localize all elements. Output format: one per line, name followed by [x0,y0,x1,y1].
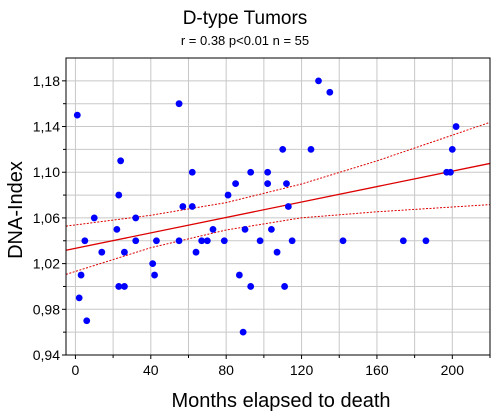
y-tick-label: 0,98 [33,301,60,317]
data-point [307,145,315,153]
data-point [315,77,322,85]
data-point [115,191,123,199]
chart-subtitle: r = 0.38 p<0.01 n = 55 [181,33,309,48]
data-point [117,157,125,165]
data-point [179,203,187,210]
data-point [153,237,160,245]
data-point [175,237,183,245]
y-tick-label: 1,06 [33,210,60,226]
data-point [283,180,290,188]
data-point [279,145,287,153]
regression-line [65,162,491,251]
data-point [247,168,255,176]
data-point [121,283,128,290]
data-point [339,237,347,245]
data-point [77,271,85,279]
data-point [239,328,247,336]
x-tick-label: 0 [72,362,80,378]
confidence-band-upper [65,121,491,227]
y-tick-label: 1,14 [33,119,60,135]
data-point [198,237,206,245]
data-point [113,225,121,233]
data-point [224,191,232,199]
x-tick-label: 40 [143,362,159,378]
data-point [264,168,272,176]
data-point [448,145,456,153]
y-tick-label: 1,02 [33,256,60,272]
data-point [256,237,264,245]
data-point [422,237,430,245]
data-point [151,271,158,279]
x-tick-label: 80 [218,362,234,378]
data-point [149,260,157,268]
data-point [264,180,272,188]
data-point [203,237,211,245]
data-point [268,225,275,233]
data-point [288,237,296,245]
data-point [115,283,123,290]
data-point [90,214,98,222]
data-point [399,237,407,245]
data-point [175,100,183,108]
confidence-band-lower [65,204,491,275]
data-point [326,88,334,96]
data-point [75,294,83,302]
data-point [81,237,89,245]
data-point [232,180,240,188]
data-point [83,317,91,325]
data-point [235,271,243,279]
data-point [121,248,128,256]
data-point [281,283,288,290]
regression-line-group [65,162,491,251]
x-axis-ticks: 0 40 80 120 160 200 [72,355,491,378]
plot-frame [65,57,491,356]
data-point [188,168,196,176]
x-tick-label: 120 [290,362,314,378]
y-tick-label: 1,10 [33,164,60,180]
data-point [209,225,217,233]
y-tick-label: 0,94 [33,347,60,363]
y-tick-label: 1,18 [33,73,60,89]
data-point [98,248,106,256]
data-point [132,214,140,222]
data-point [220,237,228,245]
y-axis-label: DNA-Index [5,161,27,259]
data-point [284,203,292,210]
x-axis-label: Months elapsed to death [171,390,390,412]
data-point [247,283,255,290]
chart-title: D-type Tumors [183,8,308,29]
x-tick-label: 160 [365,362,389,378]
data-points [73,77,460,336]
data-point [273,248,281,256]
x-tick-label: 200 [441,362,465,378]
data-point [447,168,454,176]
y-axis-ticks: 0,94 0,98 1,02 1,06 1,10 1,14 1,18 [33,73,66,363]
data-point [192,248,200,256]
data-point [188,203,196,210]
data-point [132,237,140,245]
data-point [241,225,249,233]
data-point [452,123,460,130]
data-point [73,111,81,119]
